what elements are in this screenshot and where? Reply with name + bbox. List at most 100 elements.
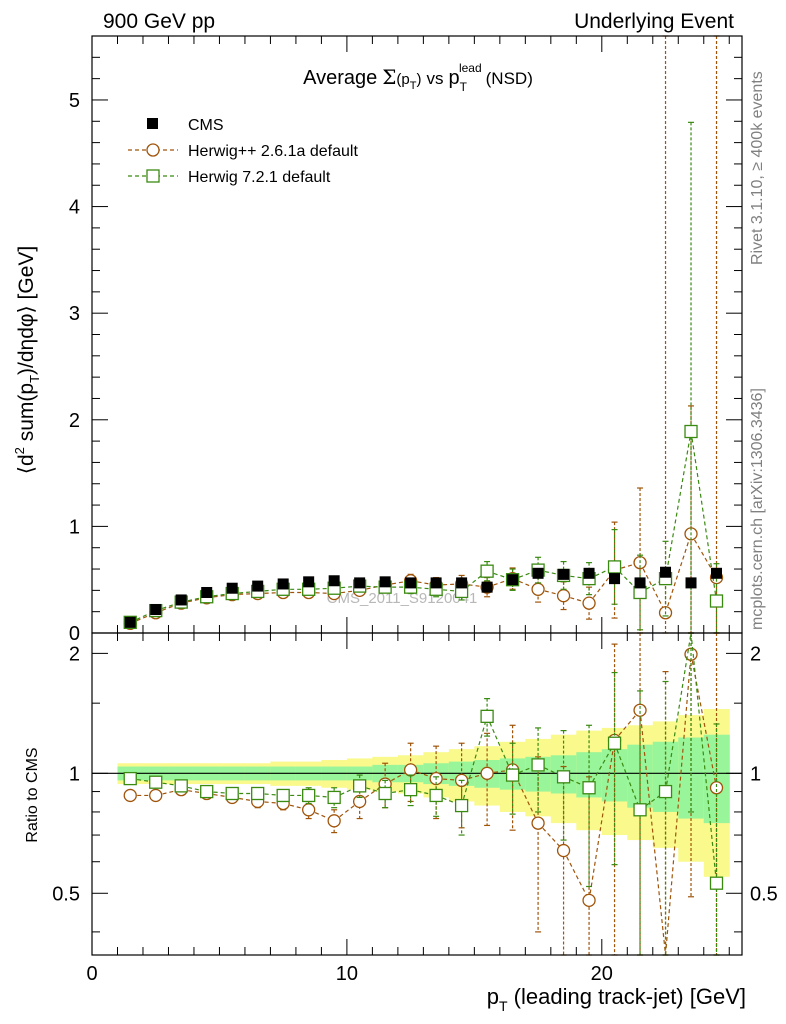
- herwig-new-segment: [664, 431, 692, 579]
- ratio-ytick-label: 0.5: [52, 883, 80, 905]
- ratio-ytick-label-right: 0.5: [750, 883, 778, 905]
- cms-point: [711, 567, 723, 579]
- herwig-new-ratio-point: [149, 775, 163, 789]
- ratio-ytick-label-right: 1: [750, 763, 761, 785]
- header-left: 900 GeV pp: [103, 10, 215, 33]
- herwig-new-ratio-point: [582, 781, 596, 795]
- cms-point: [175, 594, 187, 606]
- cms-point: [405, 577, 417, 589]
- herwig-new-ratio-point: [429, 788, 443, 803]
- main-ytick-label: 3: [69, 303, 80, 325]
- legend-label-herwig-old: Herwig++ 2.6.1a default: [188, 143, 358, 160]
- rivet-label: Rivet 3.1.10, ≥ 400k events: [749, 71, 766, 265]
- herwig-new-ratio-segment: [664, 632, 692, 792]
- cms-point: [354, 577, 366, 589]
- cms-point: [634, 577, 646, 589]
- legend: CMS Herwig++ 2.6.1a default Herwig 7.2.1…: [128, 117, 358, 186]
- ratio-ytick-label: 1: [69, 763, 80, 785]
- xtick-label: 0: [86, 963, 97, 985]
- cms-point: [685, 577, 697, 589]
- main-plot-area: 0 1 2 3 4 5: [69, 35, 742, 645]
- cms-point: [379, 576, 391, 588]
- herwig-new-ratio-segment: [639, 791, 666, 811]
- herwig-old-ratio-point: [480, 766, 494, 780]
- herwig-old-ratio-point: [302, 803, 316, 817]
- herwig-new-ratio-point: [403, 783, 418, 797]
- herwig-old-segment: [639, 562, 667, 614]
- herwig-old-ratio-segment: [639, 710, 667, 956]
- herwig-old-ratio-segment: [664, 654, 692, 956]
- herwig-new-ratio-point: [251, 786, 265, 801]
- herwig-new-point: [684, 424, 698, 439]
- herwig-new-ratio-point: [480, 709, 494, 723]
- herwig-new-ratio-point: [352, 779, 367, 793]
- herwig-new-ratio-point: [276, 788, 290, 803]
- herwig-new-ratio-point: [225, 786, 239, 801]
- ratio-ytick-label: 2: [69, 643, 80, 665]
- herwig-new-ratio-point: [123, 771, 137, 786]
- herwig-new-ratio-point: [302, 788, 316, 803]
- herwig-old-ratio-segment: [333, 800, 361, 822]
- legend-marker-cms: [147, 118, 158, 129]
- herwig-old-point: [582, 596, 596, 610]
- cms-point: [430, 577, 442, 589]
- legend-marker-herwig-old: [146, 143, 160, 157]
- herwig-old-ratio-segment: [588, 740, 616, 901]
- cms-point: [481, 581, 493, 593]
- watermark: CMS_2011_S9120041: [327, 590, 478, 607]
- main-ytick-label: 0: [69, 623, 80, 645]
- herwig-new-ratio-point: [327, 790, 341, 805]
- ratio-ylabel: Ratio to CMS: [24, 747, 41, 842]
- herwig-new-ratio-point: [174, 779, 188, 793]
- mcplots-label: mcplots.cern.ch [arXiv:1306.3436]: [749, 388, 766, 630]
- herwig-new-point: [607, 560, 622, 574]
- cms-point: [456, 577, 468, 589]
- main-ytick-label: 1: [69, 516, 80, 538]
- herwig-new-ratio-point: [378, 786, 392, 801]
- cms-point: [660, 566, 672, 578]
- herwig-new-ratio-segment: [588, 742, 616, 789]
- herwig-new-ratio-point: [658, 784, 673, 799]
- cms-point: [124, 616, 136, 628]
- herwig-new-ratio-point: [709, 876, 724, 890]
- herwig-old-ratio-segment: [359, 783, 386, 802]
- cms-point: [328, 575, 340, 587]
- herwig-new-ratio-point: [200, 784, 214, 799]
- legend-label-cms: CMS: [188, 117, 224, 134]
- herwig-new-segment: [461, 570, 488, 592]
- xtick-label: 10: [336, 963, 358, 985]
- herwig-new-ratio-point: [556, 770, 571, 784]
- cms-point: [303, 576, 315, 588]
- herwig-new-ratio-segment: [613, 743, 641, 811]
- herwig-new-point: [480, 564, 494, 578]
- herwig-new-point: [709, 594, 724, 608]
- herwig-new-ratio-point: [531, 758, 545, 772]
- herwig-old-ratio-point: [123, 788, 137, 803]
- xlabel: pT (leading track-jet) [GeV]: [487, 984, 746, 1014]
- cms-point: [277, 578, 289, 590]
- ratio-ytick-label-right: 2: [750, 643, 761, 665]
- ratio-frame: [91, 632, 743, 956]
- header-right: Underlying Event: [574, 10, 734, 33]
- legend-marker-herwig-new: [146, 169, 160, 183]
- main-title: Average Σ(pT) vs pTlead(NSD): [303, 61, 533, 94]
- main-ytick-label: 2: [69, 410, 80, 432]
- cms-point: [252, 580, 264, 592]
- herwig-new-ratio-point: [454, 798, 469, 813]
- cms-point: [558, 568, 570, 580]
- herwig-old-point: [531, 582, 545, 596]
- herwig-old-ratio-segment: [563, 850, 590, 901]
- herwig-old-ratio-point: [556, 843, 571, 858]
- xtick-label: 20: [591, 963, 613, 985]
- cms-point: [583, 567, 595, 579]
- cms-point: [201, 586, 213, 598]
- herwig-old-ratio-point: [403, 763, 418, 777]
- main-ytick-label: 5: [69, 90, 80, 112]
- herwig-new-ratio-point: [607, 736, 622, 750]
- herwig-old-point: [556, 589, 571, 603]
- ratio-plot-area: 0.5 0.51 12 20 10 20: [52, 632, 778, 985]
- herwig-old-ratio-point: [531, 816, 545, 830]
- legend-label-herwig-new: Herwig 7.2.1 default: [188, 169, 331, 186]
- herwig-old-ratio-point: [149, 788, 163, 803]
